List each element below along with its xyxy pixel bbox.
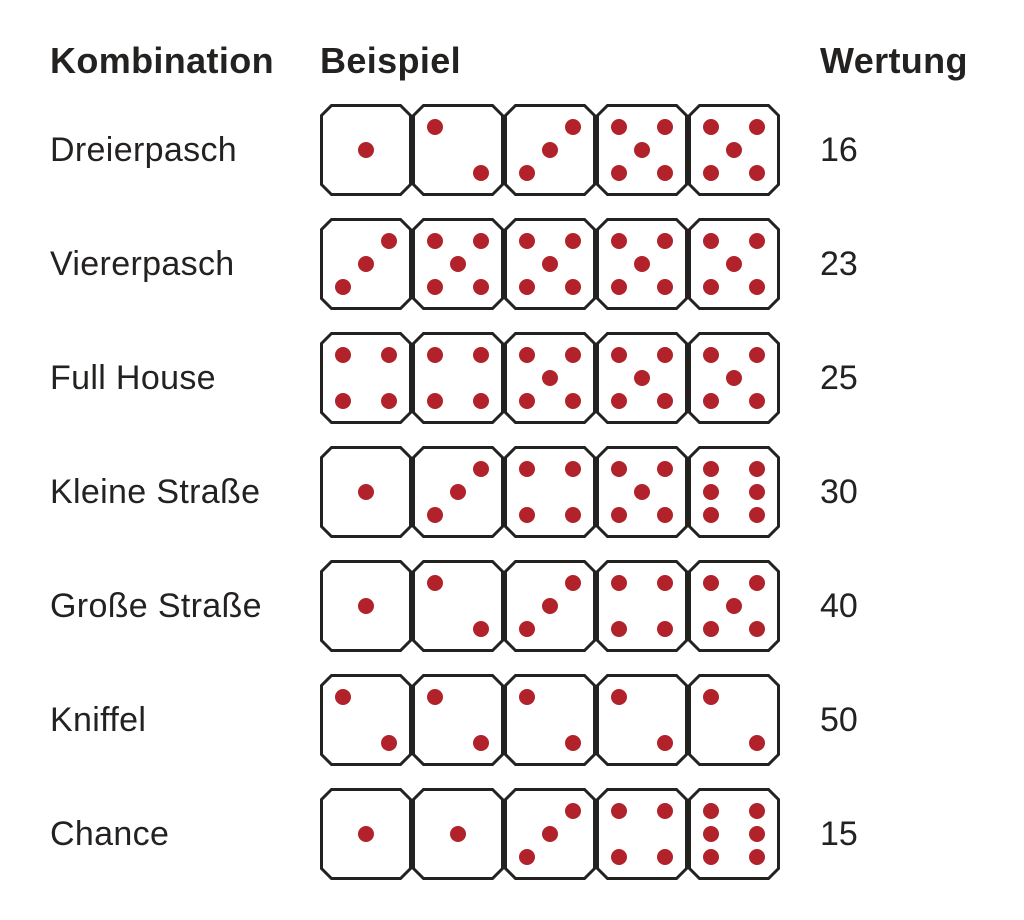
die-icon xyxy=(504,674,596,766)
die-icon xyxy=(688,674,780,766)
die xyxy=(596,788,688,880)
die xyxy=(596,332,688,424)
dice-row xyxy=(320,104,820,196)
die-icon xyxy=(412,218,504,310)
die-icon xyxy=(412,446,504,538)
die xyxy=(688,332,780,424)
dice-row xyxy=(320,560,820,652)
die-icon xyxy=(596,674,688,766)
die xyxy=(504,446,596,538)
die-icon xyxy=(596,218,688,310)
die xyxy=(320,332,412,424)
dice-row xyxy=(320,788,820,880)
die-icon xyxy=(596,788,688,880)
combination-label: Dreierpasch xyxy=(50,131,320,170)
score-value: 23 xyxy=(820,245,974,284)
die xyxy=(320,788,412,880)
combination-label: Kleine Straße xyxy=(50,473,320,512)
die xyxy=(596,446,688,538)
die-icon xyxy=(412,788,504,880)
score-value: 30 xyxy=(820,473,974,512)
die-icon xyxy=(412,332,504,424)
die-icon xyxy=(412,104,504,196)
die xyxy=(596,104,688,196)
die xyxy=(412,218,504,310)
die-icon xyxy=(504,104,596,196)
combination-label: Große Straße xyxy=(50,587,320,626)
die-icon xyxy=(412,674,504,766)
die-icon xyxy=(320,560,412,652)
score-value: 15 xyxy=(820,815,974,854)
die xyxy=(412,788,504,880)
die-icon xyxy=(504,218,596,310)
die-icon xyxy=(320,788,412,880)
die-icon xyxy=(504,332,596,424)
dice-row xyxy=(320,446,820,538)
die-icon xyxy=(504,446,596,538)
die-icon xyxy=(688,788,780,880)
die-icon xyxy=(320,674,412,766)
die-icon xyxy=(596,332,688,424)
die-icon xyxy=(688,332,780,424)
col-header-example: Beispiel xyxy=(320,40,820,82)
die xyxy=(320,104,412,196)
die xyxy=(412,674,504,766)
combination-label: Chance xyxy=(50,815,320,854)
die xyxy=(688,674,780,766)
die-icon xyxy=(320,446,412,538)
scoring-table: Kombination Beispiel Wertung Dreierpasch… xyxy=(50,40,974,880)
die xyxy=(504,218,596,310)
die xyxy=(320,446,412,538)
die xyxy=(412,104,504,196)
die-icon xyxy=(596,104,688,196)
die xyxy=(320,218,412,310)
die xyxy=(596,674,688,766)
die-icon xyxy=(320,218,412,310)
die-icon xyxy=(596,560,688,652)
die xyxy=(320,560,412,652)
die-icon xyxy=(688,446,780,538)
die xyxy=(412,446,504,538)
die-icon xyxy=(596,446,688,538)
col-header-score: Wertung xyxy=(820,40,974,82)
die xyxy=(504,674,596,766)
dice-row xyxy=(320,674,820,766)
die-icon xyxy=(688,560,780,652)
die-icon xyxy=(320,104,412,196)
score-value: 16 xyxy=(820,131,974,170)
die xyxy=(412,332,504,424)
combination-label: Full House xyxy=(50,359,320,398)
die xyxy=(504,332,596,424)
die xyxy=(688,788,780,880)
die-icon xyxy=(688,218,780,310)
die-icon xyxy=(320,332,412,424)
die xyxy=(596,218,688,310)
score-value: 25 xyxy=(820,359,974,398)
die xyxy=(504,788,596,880)
die xyxy=(504,560,596,652)
die xyxy=(504,104,596,196)
die xyxy=(596,560,688,652)
die xyxy=(688,560,780,652)
dice-row xyxy=(320,332,820,424)
col-header-combination: Kombination xyxy=(50,40,320,82)
die xyxy=(688,446,780,538)
score-value: 40 xyxy=(820,587,974,626)
combination-label: Viererpasch xyxy=(50,245,320,284)
die-icon xyxy=(412,560,504,652)
die-icon xyxy=(504,788,596,880)
die-icon xyxy=(688,104,780,196)
die xyxy=(320,674,412,766)
dice-row xyxy=(320,218,820,310)
combination-label: Kniffel xyxy=(50,701,320,740)
die xyxy=(688,104,780,196)
die xyxy=(688,218,780,310)
die-icon xyxy=(504,560,596,652)
die xyxy=(412,560,504,652)
score-value: 50 xyxy=(820,701,974,740)
